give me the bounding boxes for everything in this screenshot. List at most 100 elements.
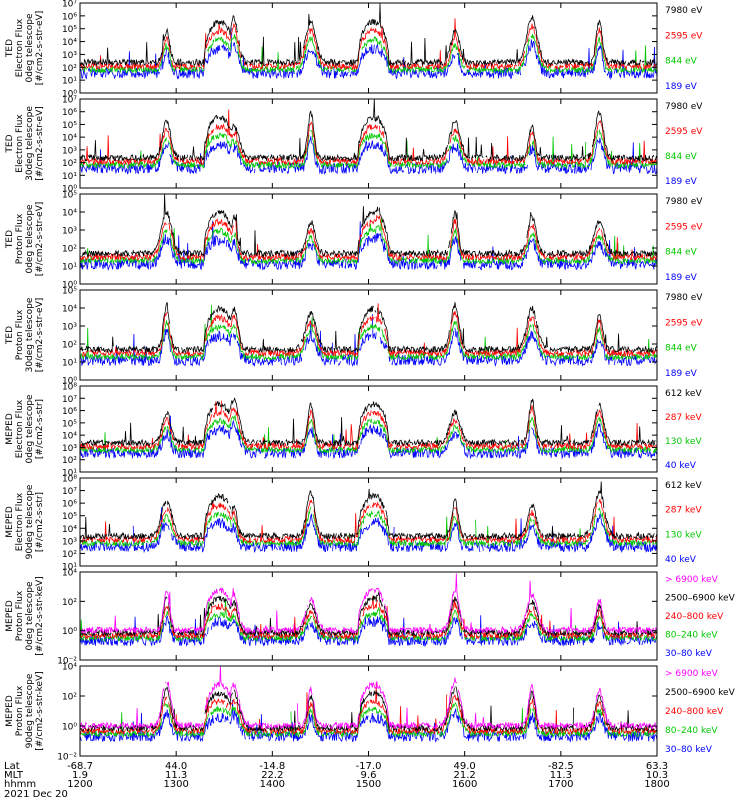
legend-entry: 844 eV (665, 344, 698, 354)
panel-4: 10⁰ 10¹ 10² 10³ 10⁴ 10⁵ TED Proton Flux 30deg te… (5, 287, 703, 387)
legend-entry: 2595 eV (665, 222, 703, 232)
series-line-40-kev (80, 415, 657, 460)
legend-entry: 7980 eV (665, 102, 703, 112)
y-tick-label: 10³ (62, 227, 77, 237)
y-axis-label-line: 90deg telescope (25, 673, 35, 748)
series-line-7980-ev (80, 3, 657, 68)
y-tick-label: 10⁰ (62, 723, 77, 733)
series-line--6900-kev (80, 573, 657, 635)
y-tick-label: 10² (62, 245, 77, 255)
y-tick-label: 10² (62, 598, 77, 608)
series-line-612-kev (80, 397, 657, 448)
panel-3: 10⁰ 10¹ 10² 10³ 10⁴ 10⁵ TED Proton Flux 0deg tel… (5, 191, 703, 291)
series-line-189-ev (80, 136, 657, 175)
legend-entry: 7980 eV (665, 6, 703, 16)
y-tick-label: 10⁵ (62, 121, 77, 131)
y-tick-label: 10² (62, 64, 77, 74)
y-tick-label: 10⁵ (62, 512, 77, 522)
x-tick-label-mlt: 11.3 (550, 770, 572, 781)
legend-entry: 7980 eV (665, 293, 703, 303)
legend-entry: 2500–6900 keV (665, 688, 736, 698)
y-tick-label: 10² (62, 456, 77, 466)
x-row-label-mlt: MLT (4, 770, 24, 781)
y-tick-label: 10⁴ (62, 432, 77, 442)
legend-entry: 287 keV (665, 506, 702, 516)
legend-entry: 40 keV (665, 555, 697, 565)
y-axis-label-line: [#/cm2-s-str] (35, 399, 45, 459)
y-tick-label: 10³ (62, 444, 77, 454)
y-axis-label-line: Proton Flux (15, 213, 25, 264)
y-axis-label-line: Proton Flux (15, 590, 25, 641)
y-tick-label: 10⁵ (62, 191, 77, 201)
series-line-612-kev (80, 481, 657, 541)
y-tick-label: 10⁷ (62, 0, 77, 10)
y-axis-label-line: [#/cm2-s-str-eV] (35, 106, 45, 181)
y-axis-label-line: [#/cm2-s-str-eV] (35, 202, 45, 277)
legend-entry: 844 eV (665, 152, 698, 162)
legend-entry: 80–240 keV (665, 631, 718, 641)
legend-entry: 80–240 keV (665, 726, 718, 736)
legend-entry: 189 eV (665, 177, 698, 187)
y-axis-label-line: Electron Flux (15, 492, 25, 551)
y-tick-label: 10¹ (62, 172, 77, 182)
y-axis-label-line: [#/cm2-s-str-eV] (35, 11, 45, 86)
y-tick-label: 10¹ (62, 77, 77, 87)
y-tick-label: 10² (62, 159, 77, 169)
x-tick-label-mlt: 1.9 (72, 770, 88, 781)
series-line-844-ev (80, 304, 657, 361)
legend-entry: 7980 eV (665, 197, 703, 207)
x-tick-label-lat: -17.0 (356, 761, 382, 772)
y-tick-label: 10⁰ (62, 281, 77, 291)
y-axis-label-line: 90deg telescope (25, 484, 35, 559)
legend-entry: 240–800 keV (665, 707, 724, 717)
y-tick-label: 10⁵ (62, 25, 77, 35)
legend-entry: 189 eV (665, 273, 698, 283)
x-tick-label-hhmm: 1500 (356, 779, 381, 790)
y-tick-label: 10⁴ (62, 209, 77, 219)
legend-entry: 189 eV (665, 369, 698, 379)
y-tick-label: 10⁰ (62, 90, 77, 100)
series-line-844-ev (80, 218, 657, 266)
y-tick-label: 10¹ (62, 563, 77, 573)
y-tick-label: 10¹ (62, 263, 77, 273)
y-tick-label: 10³ (62, 146, 77, 156)
x-tick-label-mlt: 21.2 (454, 770, 476, 781)
x-row-label-hhmm: hhmm (4, 779, 36, 790)
legend-entry: 189 eV (665, 82, 698, 92)
y-tick-label: 10⁸ (62, 475, 77, 485)
x-tick-label-mlt: 11.3 (165, 770, 187, 781)
y-tick-label: 10⁻² (57, 753, 77, 763)
x-tick-label-hhmm: 1700 (548, 779, 573, 790)
x-tick-label-lat: -82.5 (548, 761, 574, 772)
y-tick-label: 10⁶ (62, 108, 77, 118)
x-tick-label-hhmm: 1200 (67, 779, 92, 790)
y-axis-label-line: 0deg telescope (25, 13, 35, 83)
legend-entry: 30–80 keV (665, 745, 713, 755)
legend-entry: 30–80 keV (665, 649, 713, 659)
y-axis-label-line: TED (5, 326, 15, 345)
plot-frame (79, 98, 658, 189)
y-axis-label-line: [#/cm2-s-str-eV] (35, 298, 45, 373)
y-tick-label: 10⁶ (62, 12, 77, 22)
y-tick-label: 10² (62, 341, 77, 351)
y-axis-label-line: Electron Flux (15, 114, 25, 173)
series-line-30-80-kev (80, 614, 657, 648)
legend-entry: 844 eV (665, 57, 698, 67)
x-tick-label-hhmm: 1600 (452, 779, 477, 790)
x-tick-label-lat: -14.8 (259, 761, 285, 772)
legend-entry: 40 keV (665, 461, 697, 471)
x-date-label: 2021 Dec 20 (4, 789, 68, 800)
y-tick-label: 10⁶ (62, 500, 77, 510)
y-axis-label-line: Electron Flux (15, 18, 25, 77)
y-tick-label: 10⁴ (62, 663, 77, 673)
x-tick-label-lat: 44.0 (165, 761, 187, 772)
legend-entry: 287 keV (665, 413, 702, 423)
series-line-7980-ev (81, 194, 657, 258)
y-axis-label-line: MEPED (5, 600, 15, 632)
y-axis-label-line: 0deg telescope (25, 204, 35, 274)
y-tick-label: 10⁰ (62, 627, 77, 637)
y-axis-label-line: Electron Flux (15, 399, 25, 458)
y-tick-label: 10⁰ (62, 377, 77, 387)
x-row-label-lat: Lat (4, 761, 20, 772)
y-axis-label-line: MEPED (5, 413, 15, 445)
